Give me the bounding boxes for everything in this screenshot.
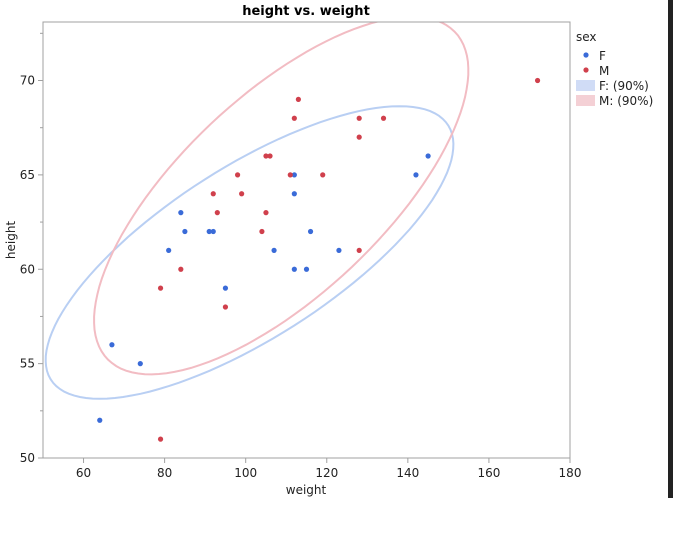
data-point-f	[206, 228, 212, 235]
data-point-f	[303, 266, 310, 272]
x-tick-label: 60	[76, 466, 91, 480]
data-point-m	[239, 191, 245, 197]
data-point-m	[178, 266, 184, 272]
data-point-m	[210, 191, 216, 197]
data-point-m	[263, 210, 269, 216]
x-tick-label: 180	[559, 466, 582, 480]
data-point-m	[214, 210, 220, 216]
data-point-f	[109, 342, 115, 348]
legend-label-f-ellipse: F: (90%)	[599, 79, 649, 93]
data-point-f	[222, 285, 229, 291]
data-point-m	[356, 115, 362, 121]
legend-label-f: F	[599, 49, 606, 63]
data-point-f	[271, 247, 277, 253]
plot-frame	[42, 21, 571, 459]
data-point-f	[178, 210, 184, 216]
data-point-f	[307, 228, 314, 235]
x-tick-label: 140	[396, 466, 419, 480]
legend: sex F M F: (90%) M: (90%)	[576, 30, 653, 108]
data-point-m	[356, 134, 362, 140]
data-point-f	[291, 172, 297, 178]
axes: 60 80 100 120 140 160 180 50 55 60 65 70	[20, 21, 582, 480]
data-point-m	[157, 436, 164, 442]
legend-marker-m	[583, 67, 589, 73]
data-point-f	[291, 191, 297, 197]
x-tick-label: 160	[477, 466, 500, 480]
data-point-m	[234, 172, 241, 178]
data-point-f	[425, 153, 431, 159]
x-axis-label: weight	[286, 483, 327, 497]
y-tick-label: 50	[20, 451, 35, 465]
chart-title: height vs. weight	[242, 4, 370, 19]
window-edge	[668, 0, 673, 498]
data-point-m	[157, 285, 164, 291]
data-point-m	[263, 153, 269, 159]
density-ellipse-f	[44, 105, 455, 400]
data-point-m	[380, 115, 387, 121]
data-point-m	[267, 153, 273, 159]
y-tick-label: 60	[20, 262, 35, 276]
y-tick-label: 55	[20, 357, 35, 371]
data-point-f	[413, 172, 419, 178]
data-point-m	[259, 228, 265, 235]
x-tick-label: 80	[157, 466, 172, 480]
data-point-f	[291, 266, 297, 272]
data-point-m	[295, 96, 301, 102]
y-tick-label: 65	[20, 168, 35, 182]
legend-swatch-m-ellipse	[576, 95, 595, 106]
legend-label-m: M	[599, 64, 609, 78]
density-ellipse-m	[93, 22, 470, 376]
data-point-f	[210, 228, 216, 235]
plot-area	[44, 22, 541, 442]
data-point-m	[222, 304, 229, 310]
data-point-f	[97, 417, 103, 423]
legend-marker-f	[583, 52, 589, 58]
legend-label-m-ellipse: M: (90%)	[599, 94, 653, 108]
data-point-f	[182, 228, 188, 235]
x-tick-label: 100	[234, 466, 257, 480]
data-point-m	[291, 115, 297, 121]
y-tick-label: 70	[20, 74, 35, 88]
x-tick-label: 120	[315, 466, 338, 480]
data-point-m	[534, 77, 541, 84]
data-point-f	[166, 247, 172, 253]
y-axis-label: height	[4, 221, 18, 260]
legend-title: sex	[576, 30, 597, 44]
data-point-m	[287, 172, 293, 178]
data-point-m	[320, 172, 326, 178]
data-point-f	[137, 361, 143, 367]
data-point-f	[336, 247, 342, 253]
data-point-m	[356, 247, 362, 253]
legend-swatch-f-ellipse	[576, 80, 595, 91]
